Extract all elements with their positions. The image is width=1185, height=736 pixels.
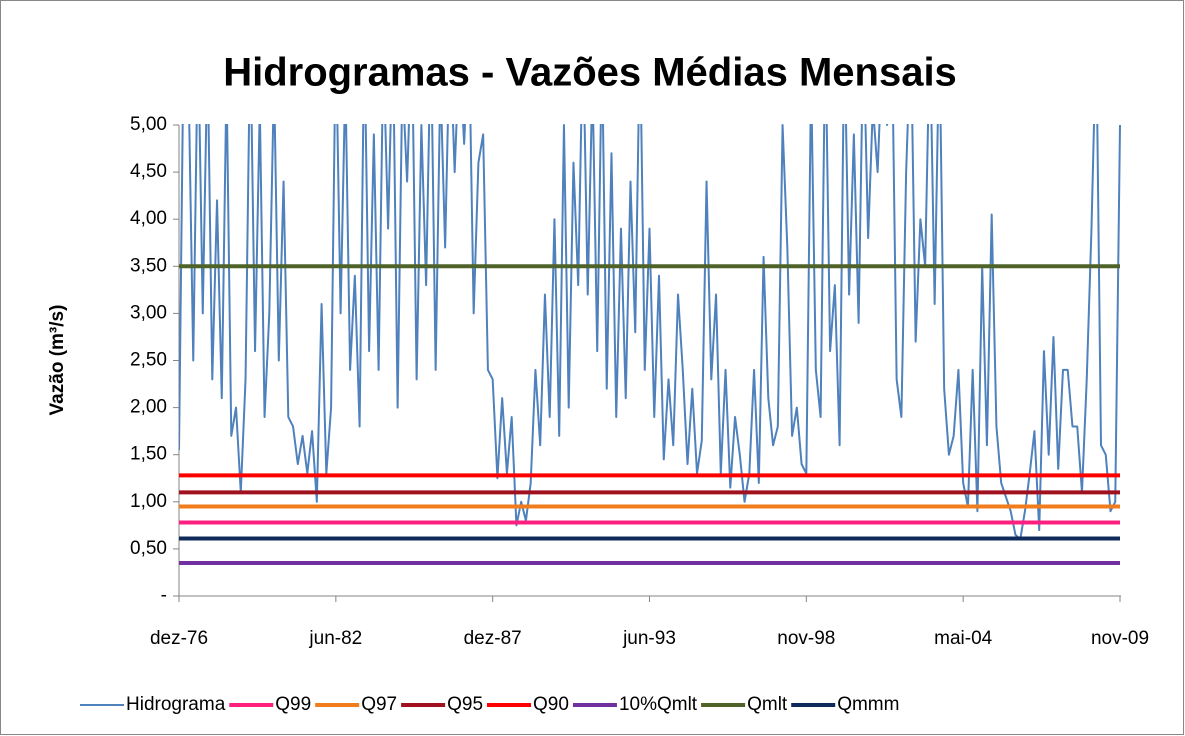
chart-title: Hidrogramas - Vazões Médias Mensais <box>223 51 957 95</box>
y-tick-label: 3,00 <box>130 302 167 323</box>
y-tick-label: 2,50 <box>130 350 167 371</box>
legend-label: Q95 <box>447 694 483 715</box>
legend-label: Qmmm <box>837 694 899 715</box>
legend-label: Q90 <box>533 694 569 715</box>
x-tick-label: mai-04 <box>934 628 993 649</box>
y-tick-label: 1,00 <box>130 491 167 512</box>
legend-label: Hidrograma <box>126 694 226 715</box>
y-tick-label: 2,00 <box>130 397 167 418</box>
legend-label: Q97 <box>361 694 397 715</box>
x-tick-label: jun-82 <box>308 628 362 649</box>
plot-area <box>179 124 1121 566</box>
hydrograph-line <box>179 124 1121 541</box>
y-tick-label: 5,00 <box>130 114 167 135</box>
y-tick-label: 0,50 <box>130 538 167 559</box>
x-tick-label: nov-09 <box>1091 628 1149 649</box>
y-tick-label: 4,00 <box>130 208 167 229</box>
legend-label: Q99 <box>275 694 311 715</box>
x-tick-label: nov-98 <box>777 628 835 649</box>
y-axis-label: Vazão (m³/s) <box>47 305 68 416</box>
x-tick-label: dez-87 <box>464 628 522 649</box>
y-tick-label: 3,50 <box>130 255 167 276</box>
legend-label: Qmlt <box>747 694 788 715</box>
y-tick-label: 4,50 <box>130 161 167 182</box>
y-tick-label: - <box>161 585 167 606</box>
legend-label: 10%Qmlt <box>619 694 698 715</box>
x-tick-label: dez-76 <box>150 628 208 649</box>
x-tick-label: jun-93 <box>622 628 676 649</box>
y-tick-label: 1,50 <box>130 444 167 465</box>
